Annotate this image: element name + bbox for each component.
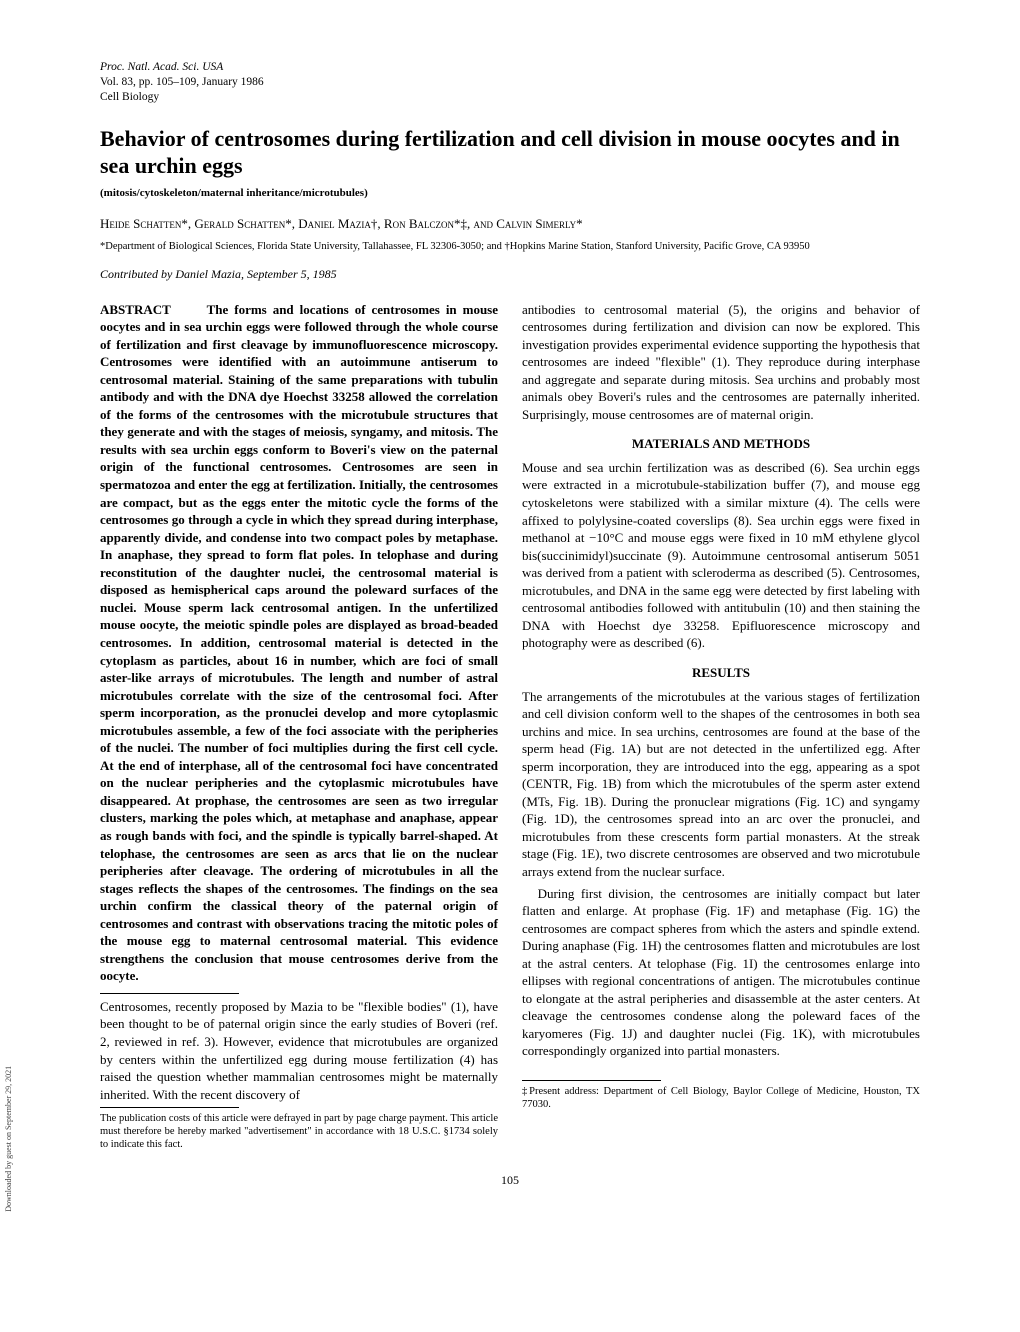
keywords: (mitosis/cytoskeleton/maternal inheritan… [100, 186, 920, 201]
results-body: The arrangements of the microtubules at … [522, 688, 920, 1060]
contributed-line: Contributed by Daniel Mazia, September 5… [100, 266, 920, 282]
journal-section: Cell Biology [100, 91, 159, 103]
footnote-left: The publication costs of this article we… [100, 1112, 498, 1151]
intro-continuation: antibodies to centrosomal material (5), … [522, 301, 920, 424]
abstract-label: ABSTRACT [100, 302, 171, 317]
divider [100, 993, 239, 994]
results-paragraph-2: During first division, the centrosomes a… [522, 885, 920, 1060]
materials-paragraph: Mouse and sea urchin fertilization was a… [522, 459, 920, 652]
intro-body: Centrosomes, recently proposed by Mazia … [100, 998, 498, 1103]
footnote-right: ‡Present address: Department of Cell Bio… [522, 1085, 920, 1111]
intro-paragraph: Centrosomes, recently proposed by Mazia … [100, 998, 498, 1103]
abstract-block: ABSTRACT The forms and locations of cent… [100, 301, 498, 985]
intro-cont-paragraph: antibodies to centrosomal material (5), … [522, 301, 920, 424]
two-column-layout: ABSTRACT The forms and locations of cent… [100, 301, 920, 1152]
journal-info: Proc. Natl. Acad. Sci. USA Vol. 83, pp. … [100, 60, 920, 105]
materials-body: Mouse and sea urchin fertilization was a… [522, 459, 920, 652]
page-number: 105 [100, 1172, 920, 1188]
footnote-divider-right [522, 1080, 661, 1081]
download-watermark: Downloaded by guest on September 29, 202… [4, 1066, 15, 1212]
article-title: Behavior of centrosomes during fertiliza… [100, 125, 920, 180]
results-paragraph-1: The arrangements of the microtubules at … [522, 688, 920, 881]
journal-volume: Vol. 83, pp. 105–109, January 1986 [100, 76, 264, 88]
journal-name: Proc. Natl. Acad. Sci. USA [100, 61, 223, 73]
left-column: ABSTRACT The forms and locations of cent… [100, 301, 498, 1152]
materials-heading: MATERIALS AND METHODS [522, 435, 920, 453]
right-column: antibodies to centrosomal material (5), … [522, 301, 920, 1152]
authors: Heide Schatten*, Gerald Schatten*, Danie… [100, 215, 920, 233]
results-heading: RESULTS [522, 664, 920, 682]
abstract-text: The forms and locations of centrosomes i… [100, 302, 498, 984]
affiliations: *Department of Biological Sciences, Flor… [100, 240, 920, 254]
footnote-divider [100, 1107, 239, 1108]
